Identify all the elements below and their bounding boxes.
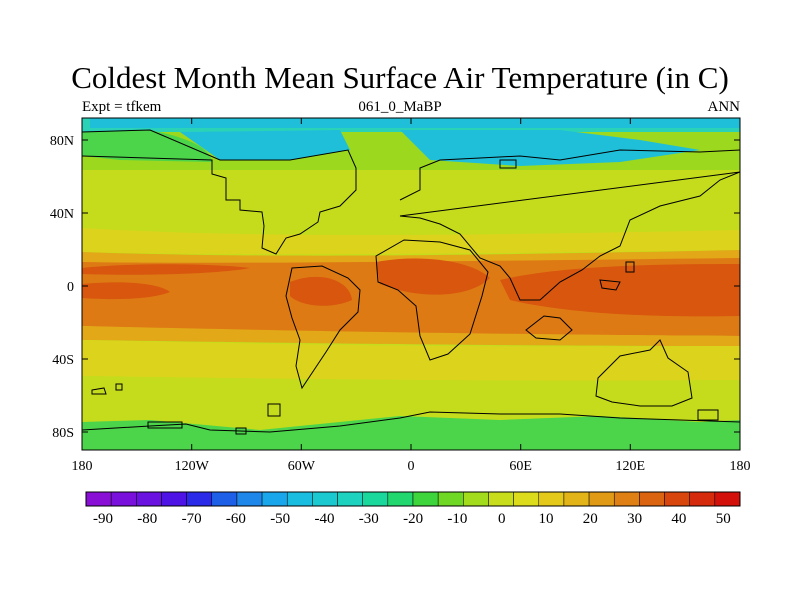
zone-equatorial-pacific-east bbox=[82, 282, 170, 300]
lon-tick-label: 180 bbox=[730, 459, 751, 474]
colorbar-swatch bbox=[488, 491, 514, 507]
colorbar-swatch bbox=[689, 491, 716, 507]
colorbar-swatch bbox=[362, 491, 389, 507]
colorbar-swatch bbox=[312, 491, 338, 507]
coast-philippines bbox=[599, 279, 621, 291]
zone-hot-south bbox=[82, 326, 740, 346]
lat-tick-label: 40S bbox=[52, 353, 74, 368]
colorbar-swatch bbox=[664, 491, 690, 507]
colorbar-label: 10 bbox=[539, 511, 554, 527]
colorbar-swatch bbox=[613, 491, 640, 507]
colorbar-swatch bbox=[714, 491, 741, 507]
lat-tick-label: 80N bbox=[50, 134, 74, 149]
latitude-axis: 80N 40N 0 40S 80S bbox=[50, 134, 740, 441]
colorbar-swatch bbox=[463, 491, 489, 507]
colorbar-swatch bbox=[211, 491, 238, 507]
colorbar-swatch bbox=[538, 491, 565, 507]
colorbar-swatch bbox=[337, 491, 363, 507]
coast-japan bbox=[625, 261, 635, 273]
lat-tick-label: 40N bbox=[50, 207, 74, 222]
colorbar-label: -60 bbox=[226, 511, 246, 527]
coast-indonesia bbox=[525, 315, 573, 341]
coast-island-2 bbox=[115, 383, 123, 391]
zone-temperate-north bbox=[82, 170, 740, 233]
lon-tick-label: 60W bbox=[288, 459, 316, 474]
lat-tick-label: 80S bbox=[52, 426, 74, 441]
lon-tick-label: 120W bbox=[175, 459, 210, 474]
coast-eurasia bbox=[399, 149, 740, 301]
coast-antarctica bbox=[82, 411, 740, 433]
zone-equatorial-south-america bbox=[290, 276, 352, 306]
zone-siberia bbox=[400, 130, 700, 166]
colorbar-label: 30 bbox=[627, 511, 642, 527]
zone-antarctica bbox=[82, 416, 740, 450]
colorbar-label: -30 bbox=[359, 511, 379, 527]
season-label: ANN bbox=[707, 99, 741, 115]
colorbar-swatch bbox=[286, 491, 313, 507]
colorbar-swatch bbox=[161, 491, 187, 507]
colorbar-label: -20 bbox=[403, 511, 423, 527]
lat-tick-label: 0 bbox=[67, 280, 74, 295]
zone-warm-south bbox=[82, 340, 740, 381]
coast-island-3 bbox=[267, 403, 281, 417]
colorbar-swatch bbox=[639, 491, 665, 507]
colorbar-swatch bbox=[236, 491, 263, 507]
colorbar-swatch bbox=[110, 491, 137, 507]
coast-africa bbox=[375, 239, 489, 361]
colorbar-swatch bbox=[387, 491, 414, 507]
experiment-label: Expt = tfkem bbox=[82, 99, 162, 115]
age-label: 061_0_MaBP bbox=[358, 99, 442, 115]
colorbar-label: -40 bbox=[315, 511, 335, 527]
colorbar-swatch bbox=[588, 491, 615, 507]
colorbar-swatch bbox=[85, 491, 112, 507]
zone-canada bbox=[180, 130, 350, 160]
colorbar-label: 40 bbox=[671, 511, 686, 527]
zone-equatorial-indopacific bbox=[500, 264, 740, 317]
lon-tick-label: 120E bbox=[616, 459, 646, 474]
coast-island-6 bbox=[235, 427, 247, 435]
longitude-axis: 180 120W 60W 0 60E 120E 180 bbox=[72, 118, 751, 474]
colorbar-swatch bbox=[563, 491, 590, 507]
lon-tick-label: 180 bbox=[72, 459, 93, 474]
colorbar-label: -50 bbox=[270, 511, 290, 527]
colorbar-label: 20 bbox=[583, 511, 598, 527]
coast-south-america bbox=[285, 265, 361, 390]
colorbar-swatch bbox=[437, 491, 464, 507]
coastlines bbox=[82, 129, 740, 435]
zone-tibet bbox=[430, 194, 530, 220]
coast-island-5 bbox=[499, 159, 517, 169]
zone-equatorial-africa bbox=[376, 258, 490, 295]
colorbar-label: -10 bbox=[447, 511, 467, 527]
colorbar-swatch bbox=[513, 491, 540, 507]
colorbar: -90 -80 -70 -60 -50 -40 -30 -20 -10 0 10 20 30 40 50 bbox=[85, 491, 741, 527]
zone-alaska bbox=[82, 130, 212, 162]
zone-arctic-ocean bbox=[90, 118, 740, 128]
map-title: Coldest Month Mean Surface Air Temperatu… bbox=[71, 60, 729, 95]
temperature-field bbox=[82, 118, 740, 450]
colorbar-label: -90 bbox=[93, 511, 113, 527]
colorbar-swatch bbox=[136, 491, 162, 507]
lon-tick-label: 0 bbox=[408, 459, 415, 474]
coast-australia bbox=[595, 339, 693, 407]
zone-temperate-south bbox=[82, 376, 740, 430]
zone-warm-north bbox=[82, 228, 740, 255]
colorbar-label: -70 bbox=[182, 511, 202, 527]
lon-tick-label: 60E bbox=[509, 459, 532, 474]
coast-new-zealand bbox=[697, 409, 719, 421]
colorbar-swatch bbox=[186, 491, 213, 507]
colorbar-label: 0 bbox=[498, 511, 506, 527]
colorbar-swatch bbox=[412, 491, 439, 507]
colorbar-label: 50 bbox=[716, 511, 731, 527]
zone-equatorial-pacific bbox=[82, 264, 250, 275]
coast-north-america bbox=[82, 129, 357, 255]
colorbar-swatch bbox=[261, 491, 288, 507]
colorbar-label: -80 bbox=[137, 511, 157, 527]
coast-island-4 bbox=[147, 421, 183, 429]
colorbar-frame bbox=[85, 491, 741, 507]
coast-island-1 bbox=[91, 387, 107, 395]
